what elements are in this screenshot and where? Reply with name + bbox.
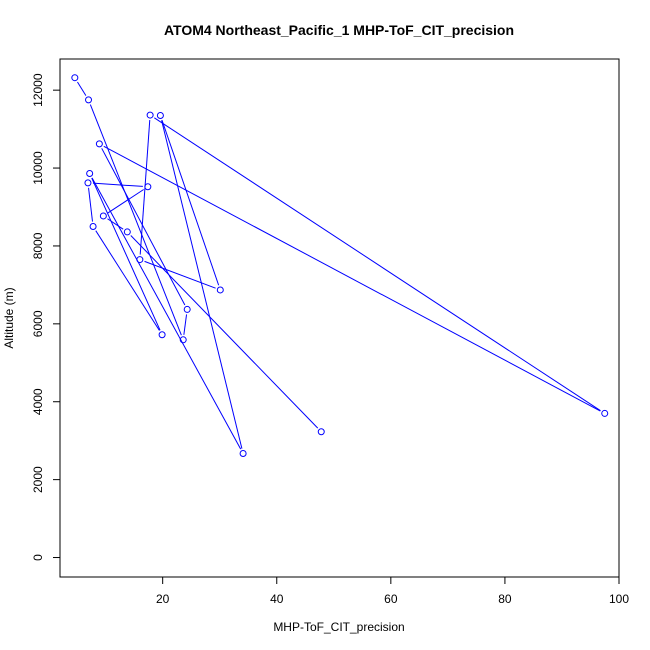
data-point: [146, 111, 154, 119]
series-line-segment: [161, 120, 243, 449]
data-point: [239, 450, 247, 458]
x-tick-label: 40: [270, 592, 284, 606]
data-point: [136, 256, 144, 264]
series-line-segment: [89, 104, 182, 336]
data-point: [89, 222, 97, 230]
data-point: [123, 228, 131, 236]
y-tick-label: 10000: [31, 151, 45, 185]
y-tick-label: 2000: [31, 466, 45, 493]
series-line-segment: [91, 177, 242, 450]
x-axis-label: MHP-ToF_CIT_precision: [273, 620, 404, 634]
data-series: [71, 74, 609, 458]
data-point: [216, 286, 224, 294]
data-point: [144, 183, 152, 191]
data-point: [86, 170, 94, 178]
y-tick-label: 8000: [31, 232, 45, 259]
series-line-segment: [95, 230, 160, 331]
data-point: [158, 331, 166, 339]
series-line-segment: [77, 81, 87, 96]
series-line-segment: [183, 314, 188, 335]
data-point: [183, 305, 191, 313]
data-point: [85, 96, 93, 104]
series-line-segment: [161, 120, 220, 286]
data-point: [601, 409, 609, 417]
y-tick-label: 0: [31, 554, 45, 561]
series-line-segment: [92, 182, 143, 187]
y-tick-label: 6000: [31, 310, 45, 337]
series-line-segment: [144, 260, 216, 289]
x-axis: 20 40 60 80 100: [156, 576, 629, 606]
data-point: [179, 336, 187, 344]
series-line-segment: [91, 177, 161, 331]
x-tick-label: 80: [498, 592, 512, 606]
data-point: [71, 74, 79, 82]
chart-title: ATOM4 Northeast_Pacific_1 MHP-ToF_CIT_pr…: [164, 22, 514, 38]
series-line-segment: [88, 187, 93, 222]
y-axis-label: Altitude (m): [2, 287, 16, 348]
x-tick-label: 60: [384, 592, 398, 606]
y-axis: 0 2000 4000 6000 8000 10000 12000: [31, 73, 61, 561]
series-line-segment: [107, 189, 144, 214]
data-point: [99, 212, 107, 220]
series-line-segment: [130, 235, 319, 429]
data-point: [84, 179, 92, 187]
series-line-segment: [154, 117, 601, 412]
y-tick-label: 12000: [31, 73, 45, 107]
data-point: [317, 428, 325, 436]
data-point: [156, 111, 164, 119]
series-line-segment: [101, 148, 186, 306]
x-tick-label: 20: [156, 592, 170, 606]
data-point: [95, 140, 103, 148]
y-tick-label: 4000: [31, 388, 45, 415]
x-tick-label: 100: [609, 592, 629, 606]
series-line-segment: [107, 218, 124, 230]
